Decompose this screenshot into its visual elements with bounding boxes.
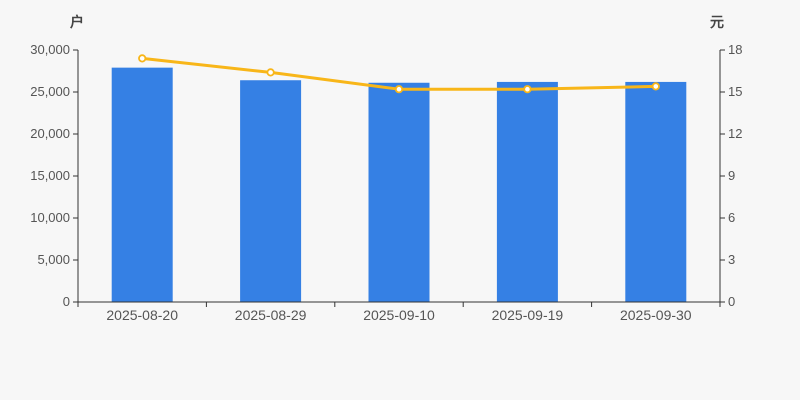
line-point-2025-08-29	[266, 68, 275, 77]
line-point-2025-09-19	[523, 85, 532, 94]
left-axis-tick-label: 30,000	[30, 42, 70, 57]
left-axis-tick-label: 15,000	[30, 168, 70, 183]
right-axis-tick-label: 12	[728, 126, 742, 141]
bar-2025-09-19	[496, 81, 558, 302]
left-axis-tick-label: 20,000	[30, 126, 70, 141]
x-axis-date-label: 2025-09-30	[620, 307, 692, 323]
x-axis-date-label: 2025-08-29	[235, 307, 307, 323]
left-axis-tick-label: 10,000	[30, 210, 70, 225]
bar-2025-09-10	[368, 82, 430, 302]
x-axis-date-label: 2025-08-20	[106, 307, 178, 323]
right-axis-title: 元	[710, 14, 724, 30]
right-axis-tick-label: 15	[728, 84, 742, 99]
right-axis-tick-label: 0	[728, 294, 735, 309]
left-axis-tick-label: 5,000	[37, 252, 70, 267]
left-axis-tick-label: 25,000	[30, 84, 70, 99]
right-axis-tick-label: 6	[728, 210, 735, 225]
x-axis-date-label: 2025-09-19	[492, 307, 564, 323]
line-point-2025-09-10	[394, 85, 404, 94]
bar-2025-08-29	[240, 80, 302, 303]
x-axis-date-label: 2025-09-10	[363, 307, 435, 323]
left-axis-tick-label: 0	[63, 294, 70, 309]
right-axis-tick-label: 9	[728, 168, 735, 183]
bar-2025-09-30	[625, 81, 687, 302]
line-point-2025-08-20	[138, 54, 147, 63]
left-axis-title: 户	[70, 14, 84, 30]
line-point-2025-09-30	[651, 82, 660, 91]
bar-2025-08-20	[111, 67, 173, 302]
right-axis-tick-label: 18	[728, 42, 742, 57]
right-axis-tick-label: 3	[728, 252, 735, 267]
